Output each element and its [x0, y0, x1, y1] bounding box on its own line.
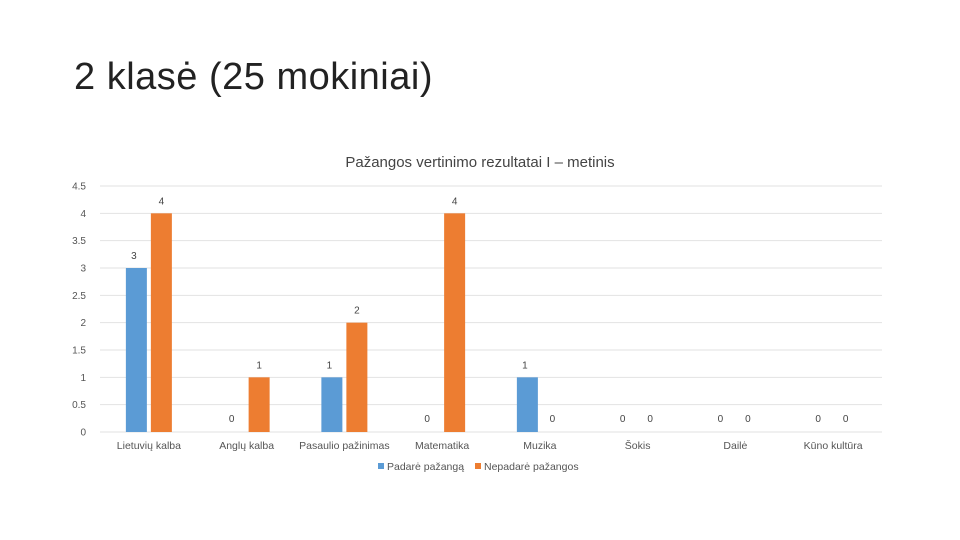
data-label: 0	[229, 414, 235, 425]
y-tick-label: 3.5	[72, 236, 86, 247]
x-category-label: Šokis	[625, 439, 651, 452]
legend-label: Padarė pažangą	[387, 461, 464, 473]
bar-nepadare	[248, 377, 270, 432]
bar-nepadare	[444, 213, 466, 432]
data-label: 0	[620, 414, 626, 425]
y-tick-label: 2.5	[72, 291, 86, 302]
data-label: 0	[815, 414, 821, 425]
x-category-label: Anglų kalba	[219, 440, 274, 452]
data-label: 4	[452, 196, 458, 207]
legend-swatch	[475, 463, 481, 469]
data-label: 3	[131, 251, 137, 262]
x-category-label: Kūno kultūra	[804, 440, 863, 452]
bars	[125, 213, 538, 432]
data-label: 0	[647, 414, 653, 425]
slide-title: 2 klasė (25 mokiniai)	[74, 56, 433, 98]
chart-title: Pažangos vertinimo rezultatai I – metini…	[345, 154, 614, 171]
data-label: 0	[424, 414, 430, 425]
x-category-label: Dailė	[723, 440, 747, 452]
legend: Padarė pažangą Nepadarė pažangos	[378, 461, 579, 473]
data-label: 0	[550, 414, 556, 425]
y-tick-label: 2	[80, 318, 86, 329]
x-category-label: Pasaulio pažinimas	[299, 440, 389, 452]
x-category-label: Muzika	[523, 440, 556, 452]
data-label: 4	[159, 196, 165, 207]
x-axis-categories: Lietuvių kalba Anglų kalba Pasaulio pažini…	[117, 439, 863, 452]
y-tick-label: 3	[80, 264, 86, 275]
gridlines	[100, 185, 882, 433]
data-label: 1	[522, 360, 528, 371]
data-label: 0	[843, 414, 849, 425]
y-tick-label: 4	[80, 209, 86, 220]
data-labels: 3 4 0 1 1 2 0 4 1 0 0 0 0 0 0 0	[131, 196, 849, 425]
y-tick-label: 0	[80, 428, 86, 439]
data-label: 2	[354, 306, 360, 317]
y-axis-ticks: 0 0.5 1 1.5 2 2.5 3 3.5 4 4.5	[72, 182, 86, 439]
y-tick-label: 4.5	[72, 182, 86, 193]
data-label: 0	[718, 414, 724, 425]
legend-swatch	[378, 463, 384, 469]
x-category-label: Lietuvių kalba	[117, 440, 181, 452]
x-category-label: Matematika	[415, 440, 469, 452]
y-tick-label: 1	[80, 373, 86, 384]
data-label: 1	[327, 360, 333, 371]
y-tick-label: 1.5	[72, 346, 86, 357]
bar-nepadare	[150, 213, 172, 432]
data-label: 0	[745, 414, 751, 425]
bar-padare	[516, 377, 538, 432]
y-tick-label: 0.5	[72, 400, 86, 411]
bar-nepadare	[346, 322, 368, 432]
data-label: 1	[256, 360, 262, 371]
legend-label: Nepadarė pažangos	[484, 461, 579, 473]
bar-padare	[125, 268, 147, 432]
bar-padare	[321, 377, 343, 432]
